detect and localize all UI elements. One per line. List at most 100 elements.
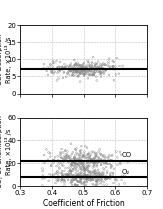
Point — [93, 162, 96, 165]
Point — [72, 71, 74, 75]
Point — [57, 174, 59, 177]
Point — [85, 177, 88, 181]
Point — [80, 68, 82, 71]
Point — [105, 162, 108, 165]
X-axis label: Coefficient of Friction: Coefficient of Friction — [43, 199, 124, 208]
Point — [81, 161, 84, 164]
Point — [101, 70, 104, 73]
Point — [84, 70, 87, 74]
Point — [76, 71, 79, 74]
Point — [76, 157, 78, 161]
Point — [96, 62, 98, 65]
Point — [52, 161, 55, 164]
Point — [96, 158, 99, 161]
Point — [68, 68, 71, 71]
Point — [79, 72, 82, 75]
Point — [89, 174, 91, 177]
Point — [94, 62, 97, 65]
Point — [64, 167, 67, 170]
Point — [74, 65, 77, 68]
Point — [71, 178, 74, 182]
Point — [81, 162, 84, 166]
Point — [68, 160, 71, 163]
Point — [69, 168, 71, 172]
Point — [70, 180, 73, 183]
Point — [69, 166, 72, 169]
Point — [86, 164, 89, 168]
Point — [94, 171, 97, 175]
Point — [86, 163, 89, 166]
Point — [52, 159, 54, 162]
Point — [87, 178, 90, 181]
Point — [89, 64, 92, 67]
Point — [64, 174, 67, 177]
Point — [72, 161, 74, 164]
Point — [59, 66, 62, 69]
Point — [79, 72, 82, 75]
Point — [43, 162, 46, 165]
Point — [75, 70, 78, 73]
Point — [79, 165, 81, 169]
Point — [91, 166, 94, 169]
Point — [74, 178, 77, 182]
Point — [80, 144, 83, 148]
Point — [84, 168, 87, 171]
Point — [83, 163, 86, 166]
Point — [91, 67, 93, 70]
Point — [103, 175, 106, 178]
Point — [72, 70, 74, 74]
Point — [59, 153, 62, 156]
Point — [84, 156, 87, 159]
Point — [60, 161, 62, 164]
Point — [99, 66, 102, 69]
Point — [70, 181, 73, 184]
Point — [90, 175, 92, 178]
Point — [79, 151, 81, 154]
Point — [121, 67, 124, 70]
Point — [91, 170, 93, 173]
Point — [74, 157, 76, 161]
Point — [69, 70, 72, 73]
Point — [63, 179, 65, 182]
Point — [47, 179, 50, 182]
Point — [105, 174, 107, 178]
Point — [92, 73, 94, 76]
Point — [79, 66, 82, 70]
Point — [71, 183, 73, 187]
Point — [51, 65, 54, 68]
Point — [65, 75, 67, 79]
Point — [83, 73, 85, 76]
Point — [74, 167, 77, 170]
Point — [104, 157, 106, 161]
Point — [90, 160, 93, 163]
Point — [74, 69, 77, 72]
Point — [126, 161, 129, 164]
Point — [74, 62, 77, 65]
Point — [104, 176, 107, 179]
Point — [96, 178, 99, 181]
Point — [89, 65, 91, 69]
Point — [70, 160, 73, 163]
Point — [99, 70, 102, 73]
Point — [62, 164, 65, 167]
Point — [74, 159, 77, 162]
Point — [87, 159, 89, 162]
Point — [92, 184, 95, 187]
Point — [100, 64, 103, 67]
Point — [116, 163, 119, 167]
Point — [93, 177, 96, 181]
Point — [92, 55, 95, 59]
Point — [93, 159, 95, 162]
Point — [43, 153, 45, 157]
Point — [75, 161, 77, 164]
Point — [107, 162, 110, 166]
Point — [89, 67, 91, 71]
Point — [75, 151, 78, 155]
Point — [49, 63, 52, 66]
Point — [87, 176, 89, 179]
Point — [103, 70, 106, 74]
Point — [85, 173, 88, 177]
Point — [96, 174, 99, 177]
Point — [83, 150, 86, 153]
Point — [70, 169, 72, 172]
